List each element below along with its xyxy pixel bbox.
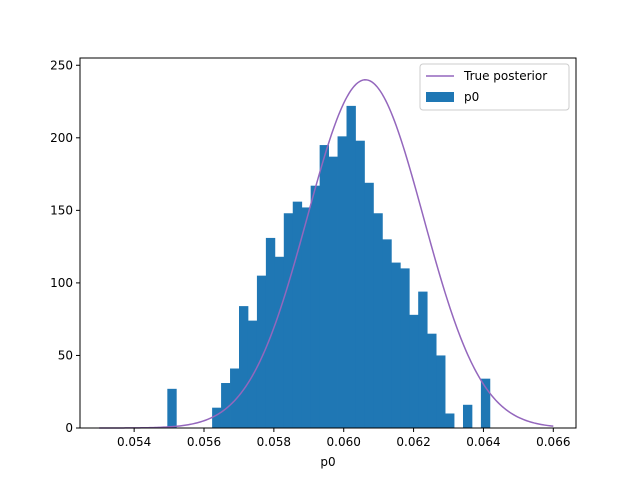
plot-frame bbox=[79, 57, 577, 429]
x-tick-label: 0.060 bbox=[327, 435, 361, 449]
histogram-bar bbox=[373, 213, 383, 428]
histogram-bar bbox=[221, 383, 231, 428]
histogram-bar bbox=[436, 355, 446, 428]
histogram-bar bbox=[364, 182, 374, 428]
histogram-bar bbox=[382, 239, 392, 428]
y-tick-label: 200 bbox=[50, 131, 73, 145]
y-tick-label: 50 bbox=[58, 348, 73, 362]
histogram-bar bbox=[256, 275, 267, 428]
legend-label-true-posterior: True posterior bbox=[463, 69, 547, 83]
histogram-bar bbox=[212, 407, 222, 428]
histogram-bar bbox=[400, 268, 410, 428]
x-axis-label: p0 bbox=[320, 455, 335, 469]
histogram-bar bbox=[319, 145, 329, 428]
legend: True posterior p0 bbox=[419, 63, 570, 111]
histogram-bar bbox=[391, 262, 401, 428]
histogram-bar bbox=[346, 105, 356, 428]
x-tick-label: 0.058 bbox=[257, 435, 291, 449]
histogram-bar bbox=[167, 388, 177, 428]
y-tick-label: 0 bbox=[65, 421, 73, 435]
histogram-bar bbox=[409, 314, 419, 428]
legend-bar-marker bbox=[426, 92, 454, 102]
y-tick-label: 100 bbox=[50, 276, 73, 290]
legend-box bbox=[419, 63, 570, 111]
histogram-bar bbox=[310, 185, 321, 428]
histogram-bar bbox=[283, 213, 294, 428]
x-tick-label: 0.054 bbox=[117, 435, 151, 449]
histogram-bar bbox=[238, 306, 249, 428]
legend-label-p0: p0 bbox=[464, 90, 479, 104]
histogram-bar bbox=[462, 404, 473, 428]
histogram-bars bbox=[167, 105, 491, 429]
y-tick-label: 150 bbox=[50, 203, 73, 217]
histogram-bar bbox=[427, 333, 437, 428]
true-posterior-line bbox=[99, 79, 554, 429]
histogram-bar bbox=[230, 368, 240, 428]
histogram-bar bbox=[418, 291, 428, 428]
histogram-bar bbox=[265, 237, 276, 428]
x-tick-label: 0.056 bbox=[187, 435, 221, 449]
histogram-bar bbox=[328, 156, 338, 428]
y-axis-ticks: 0 50 100 150 200 250 bbox=[50, 58, 80, 435]
x-axis-ticks: 0.054 0.056 0.058 0.060 0.062 0.064 0.066 bbox=[117, 428, 570, 449]
histogram-bar bbox=[274, 256, 285, 428]
histogram-bar bbox=[292, 201, 303, 428]
x-tick-label: 0.066 bbox=[536, 435, 570, 449]
y-tick-label: 250 bbox=[50, 58, 73, 72]
histogram-bar bbox=[480, 378, 491, 428]
histogram-bar bbox=[445, 413, 455, 428]
histogram-bar bbox=[337, 136, 347, 428]
x-tick-label: 0.064 bbox=[466, 435, 500, 449]
x-tick-label: 0.062 bbox=[396, 435, 430, 449]
histogram-bar bbox=[355, 140, 365, 429]
histogram-bar bbox=[301, 207, 312, 428]
